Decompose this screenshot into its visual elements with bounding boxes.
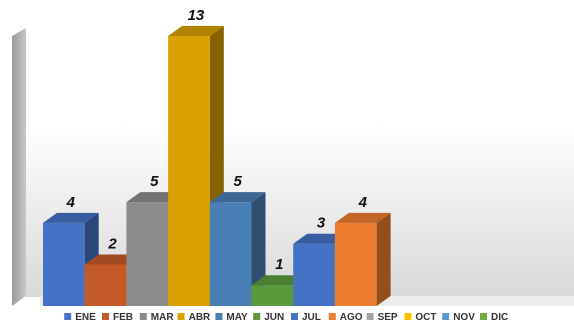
legend-swatch: [177, 313, 185, 320]
legend-item-oct: OCT: [404, 312, 437, 323]
legend-label: AGO: [340, 312, 363, 323]
legend-item-sep: SEP: [366, 312, 398, 323]
legend-label: JUN: [264, 312, 284, 323]
legend-item-nov: NOV: [442, 312, 475, 323]
data-label-ene: 4: [66, 194, 76, 211]
data-label-jun: 1: [275, 256, 283, 273]
legend-label: JUL: [302, 312, 321, 323]
legend-swatch: [253, 313, 261, 320]
legend-item-may: MAY: [215, 312, 248, 323]
data-label-jul: 3: [317, 215, 326, 232]
legend-label: ABR: [189, 312, 211, 323]
legend-item-ene: ENE: [64, 312, 96, 323]
legend-swatch: [291, 313, 298, 320]
legend-item-dic: DIC: [480, 312, 508, 323]
legend-label: ENE: [75, 312, 96, 323]
side-wall: [12, 28, 26, 306]
legend-item-abr: ABR: [177, 312, 211, 323]
legend-label: MAY: [226, 312, 248, 323]
legend-swatch: [215, 313, 223, 320]
legend-item-ago: AGO: [328, 312, 363, 323]
legend-label: MAR: [151, 312, 175, 323]
legend-swatch: [139, 313, 147, 320]
legend-label: NOV: [453, 312, 475, 323]
legend-swatch: [64, 313, 72, 320]
legend-swatch: [102, 313, 109, 320]
data-label-abr: 13: [188, 7, 205, 24]
data-label-may: 5: [233, 173, 242, 190]
data-label-ago: 4: [358, 194, 368, 211]
legend-item-feb: FEB: [102, 312, 133, 323]
bar-jul: [293, 233, 349, 306]
legend-label: OCT: [415, 312, 436, 323]
legend-label: DIC: [491, 312, 508, 323]
legend-swatch: [366, 313, 374, 320]
legend: ENE FEB MAR ABR MAY JUN JUL AGO SEP OCT NOV DIC: [64, 312, 508, 323]
bar-abr: [168, 26, 224, 306]
legend-label: FEB: [113, 312, 133, 323]
legend-item-jun: JUN: [253, 312, 284, 323]
legend-swatch: [328, 313, 336, 320]
bars-group: [43, 26, 391, 306]
legend-label: SEP: [378, 312, 398, 323]
data-label-feb: 2: [107, 235, 117, 252]
legend-swatch: [404, 313, 412, 320]
legend-swatch: [442, 313, 450, 320]
bar-may: [209, 192, 266, 306]
legend-item-mar: MAR: [139, 312, 175, 323]
legend-swatch: [480, 313, 487, 320]
legend-item-jul: JUL: [291, 312, 321, 323]
bar-ago: [334, 212, 391, 306]
data-label-mar: 5: [150, 173, 159, 190]
